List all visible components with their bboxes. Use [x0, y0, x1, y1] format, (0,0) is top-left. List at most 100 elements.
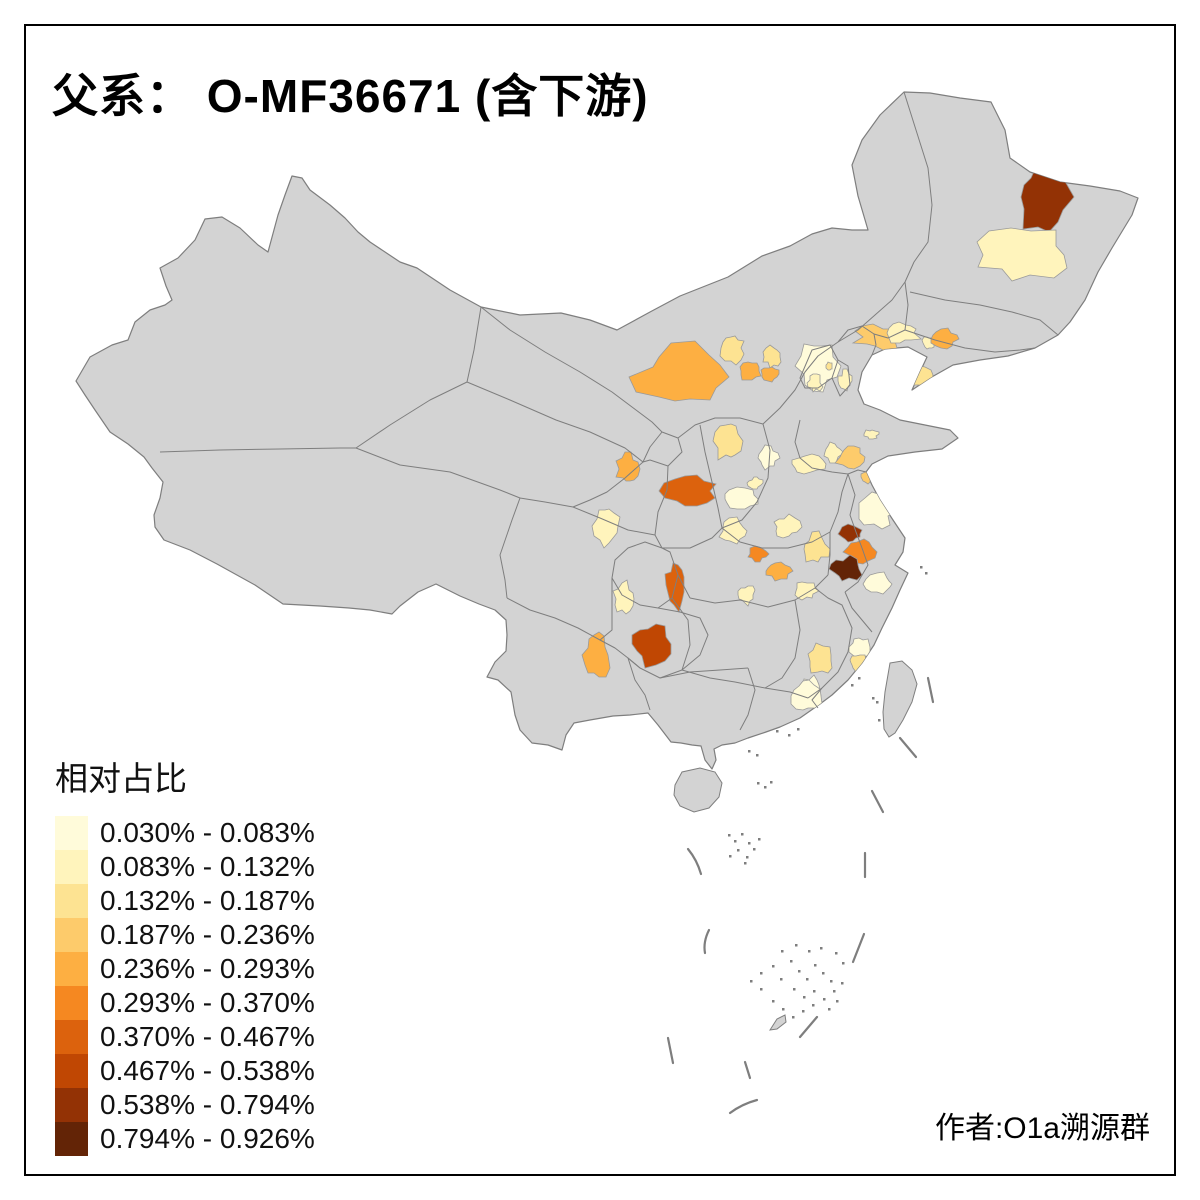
legend-item: 0.370% - 0.467% — [55, 1020, 315, 1054]
legend-label: 0.187% - 0.236% — [100, 919, 315, 950]
legend-swatch — [55, 918, 88, 952]
region-blob — [794, 581, 820, 601]
islet-dot — [756, 754, 759, 757]
islet-dot — [925, 572, 928, 575]
region-blob — [863, 429, 880, 440]
page-title: 父系： O-MF36671 (含下游) — [52, 70, 649, 122]
islet-dot — [814, 964, 817, 967]
region-blob — [976, 227, 1068, 282]
legend-items: 0.030% - 0.083% 0.083% - 0.132% 0.132% - 0… — [55, 816, 315, 1156]
legend-item: 0.083% - 0.132% — [55, 850, 315, 884]
region-blob — [886, 321, 922, 344]
islet-dot — [760, 988, 763, 991]
islet-dot — [764, 786, 767, 789]
islet-dot — [797, 728, 800, 731]
legend-label: 0.030% - 0.083% — [100, 817, 315, 848]
islet-dot — [788, 734, 791, 737]
legend-item: 0.538% - 0.794% — [55, 1088, 315, 1122]
region-blob — [825, 361, 833, 371]
islet-dot — [858, 677, 861, 680]
legend-swatch — [55, 952, 88, 986]
islet-dot — [782, 1008, 785, 1011]
islet-dot — [820, 947, 823, 950]
islet-dot — [748, 842, 751, 845]
region-blob — [807, 642, 833, 674]
legend-item: 0.467% - 0.538% — [55, 1054, 315, 1088]
islet-dot — [920, 566, 923, 569]
islet-dot — [776, 730, 779, 733]
region-blob — [746, 476, 764, 490]
islet-dot — [728, 834, 731, 837]
attribution: 作者:O1a溯源群 — [934, 1112, 1150, 1145]
region-blob — [658, 474, 717, 507]
china-mainland — [75, 91, 1139, 770]
legend-label: 0.132% - 0.187% — [100, 885, 315, 916]
legend-item: 0.236% - 0.293% — [55, 952, 315, 986]
legend-swatch — [55, 816, 88, 850]
islet-dot — [734, 840, 737, 843]
islet-dot — [823, 998, 826, 1001]
islet-dot — [760, 972, 763, 975]
islet-dot — [795, 944, 798, 947]
legend-swatch — [55, 1020, 88, 1054]
legend-swatch — [55, 884, 88, 918]
islet-dot — [878, 719, 881, 722]
figure-border — [24, 24, 1176, 1176]
legend-item: 0.187% - 0.236% — [55, 918, 315, 952]
islet-dot — [822, 972, 825, 975]
legend-swatch — [55, 1054, 88, 1088]
legend-label: 0.538% - 0.794% — [100, 1089, 315, 1120]
islet-dot — [770, 781, 773, 784]
region-blob — [803, 530, 831, 563]
region-blob — [612, 579, 635, 615]
legend: 相对占比 0.030% - 0.083% 0.083% - 0.132% 0.132… — [55, 752, 315, 1156]
islet-dot — [833, 990, 836, 993]
prefecture-regions — [581, 164, 1075, 711]
region-blob — [712, 423, 744, 461]
islet-dot — [806, 978, 809, 981]
islet-dot — [828, 1008, 831, 1011]
hainan-island — [673, 767, 723, 813]
islet-dot — [790, 960, 793, 963]
islet-dot — [780, 978, 783, 981]
province-borders — [159, 91, 1059, 731]
islet-dot — [748, 750, 751, 753]
legend-swatch — [55, 1088, 88, 1122]
legend-title: 相对占比 — [55, 760, 187, 797]
region-blob — [765, 561, 794, 582]
islet-dot — [757, 782, 760, 785]
legend-label: 0.467% - 0.538% — [100, 1055, 315, 1086]
legend-label: 0.083% - 0.132% — [100, 851, 315, 882]
legend-label: 0.293% - 0.370% — [100, 987, 315, 1018]
legend-label: 0.236% - 0.293% — [100, 953, 315, 984]
region-blob — [724, 486, 759, 510]
islet-dot — [772, 965, 775, 968]
islet-dot — [792, 1016, 795, 1019]
legend-swatch — [55, 986, 88, 1020]
islet-dot — [836, 1000, 839, 1003]
region-blob — [773, 513, 803, 539]
islands — [673, 660, 918, 1031]
region-blob — [628, 340, 730, 402]
islet-dot — [835, 952, 838, 955]
taiwan-island — [882, 660, 918, 738]
region-blob — [762, 344, 782, 369]
sea-dashes — [666, 676, 935, 1115]
islet-dot — [750, 980, 753, 983]
islet-dot — [802, 1010, 805, 1013]
islet-dot — [781, 950, 784, 953]
islet-dot — [872, 697, 875, 700]
islet-dot — [772, 1000, 775, 1003]
region-blob — [631, 623, 672, 669]
islet-dot — [746, 856, 749, 859]
region-blob — [591, 508, 621, 549]
islet-dot — [812, 1004, 815, 1007]
islet-dot — [803, 996, 806, 999]
legend-item: 0.030% - 0.083% — [55, 816, 315, 850]
legend-item: 0.132% - 0.187% — [55, 884, 315, 918]
region-blob — [837, 523, 863, 543]
region-blob — [615, 451, 641, 482]
islet-dot — [758, 838, 761, 841]
